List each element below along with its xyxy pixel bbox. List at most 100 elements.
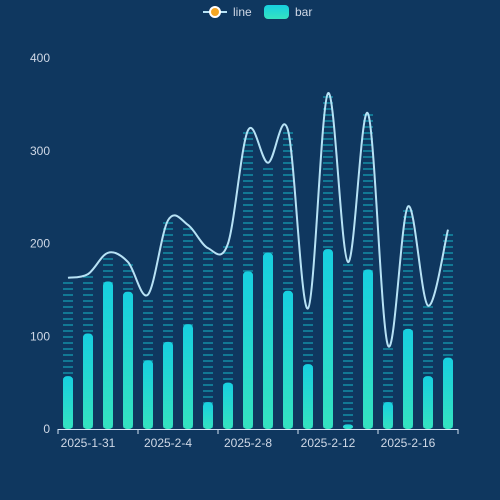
bar[interactable]: [83, 333, 93, 429]
dotted-bg-segment: [243, 174, 253, 176]
dotted-bg-segment: [443, 252, 453, 254]
dotted-bg-segment: [203, 366, 213, 368]
bar[interactable]: [443, 357, 453, 429]
dotted-bg-segment: [343, 282, 353, 284]
dotted-bg-segment: [143, 342, 153, 344]
dotted-bg-segment: [283, 258, 293, 260]
dotted-bg-segment: [123, 264, 133, 266]
x-tick-label: 2025-1-31: [61, 436, 116, 450]
bar[interactable]: [203, 402, 213, 429]
legend-bar-swatch: [264, 5, 289, 19]
dotted-bg-segment: [363, 210, 373, 212]
dotted-bg-segment: [203, 300, 213, 302]
dotted-bg-segment: [283, 210, 293, 212]
dotted-bg-segment: [403, 288, 413, 290]
bar[interactable]: [423, 376, 433, 429]
dotted-bg-segment: [363, 144, 373, 146]
dotted-bg-segment: [63, 282, 73, 284]
x-tick-label: 2025-2-8: [224, 436, 272, 450]
dotted-bg-segment: [203, 396, 213, 398]
dotted-bg-segment: [423, 372, 433, 374]
dotted-bg-segment: [403, 210, 413, 212]
dotted-bg-segment: [323, 204, 333, 206]
dotted-bg-segment: [343, 306, 353, 308]
dotted-bg-segment: [343, 348, 353, 350]
dotted-bg-segment: [403, 222, 413, 224]
dotted-bg-segment: [343, 330, 353, 332]
dotted-bg-segment: [203, 288, 213, 290]
dotted-bg-segment: [263, 204, 273, 206]
bar[interactable]: [183, 324, 193, 429]
dotted-bg-segment: [443, 276, 453, 278]
dotted-bg-segment: [403, 252, 413, 254]
dotted-bg-segment: [383, 378, 393, 380]
dotted-bg-segment: [343, 360, 353, 362]
bar[interactable]: [323, 249, 333, 429]
dotted-bg-segment: [163, 258, 173, 260]
bar[interactable]: [343, 424, 353, 429]
dotted-bg-segment: [263, 246, 273, 248]
bar[interactable]: [123, 291, 133, 429]
dotted-bg-segment: [283, 180, 293, 182]
dotted-bg-segment: [343, 384, 353, 386]
dotted-bg-segment: [323, 234, 333, 236]
dotted-bg-segment: [363, 246, 373, 248]
dotted-bg-segment: [323, 216, 333, 218]
dotted-bg-segment: [163, 288, 173, 290]
dotted-bg-segment: [203, 282, 213, 284]
dotted-bg-segment: [363, 222, 373, 224]
dotted-bg-segment: [183, 318, 193, 320]
bar[interactable]: [163, 341, 173, 429]
bar[interactable]: [403, 328, 413, 429]
dotted-bg-segment: [183, 306, 193, 308]
dotted-bg-segment: [103, 258, 113, 260]
line-series: [67, 92, 449, 348]
dotted-bg-segment: [203, 324, 213, 326]
dotted-bg-segment: [203, 336, 213, 338]
dotted-bg-segment: [63, 324, 73, 326]
dotted-bg-segment: [283, 168, 293, 170]
bar[interactable]: [303, 364, 313, 429]
dotted-bg-segment: [63, 348, 73, 350]
dotted-bg-segment: [163, 330, 173, 332]
dotted-bg-segment: [403, 324, 413, 326]
dotted-bg-segment: [183, 288, 193, 290]
dotted-bg-segment: [243, 270, 253, 272]
dotted-bg-segment: [243, 168, 253, 170]
bar[interactable]: [363, 269, 373, 429]
dotted-bg-segment: [243, 222, 253, 224]
dotted-bg-segment: [123, 270, 133, 272]
dotted-bg-segment: [63, 306, 73, 308]
dotted-bg-segment: [83, 294, 93, 296]
dotted-bg-segment: [263, 168, 273, 170]
dotted-bg-segment: [323, 228, 333, 230]
dotted-bg-segment: [223, 246, 233, 248]
dotted-bg-segment: [323, 138, 333, 140]
dotted-bg-segment: [283, 138, 293, 140]
legend-item-bar[interactable]: bar: [264, 5, 312, 19]
bar[interactable]: [143, 360, 153, 429]
legend-line-label: line: [233, 5, 252, 19]
dotted-bg-segment: [443, 270, 453, 272]
dotted-bg-segment: [323, 222, 333, 224]
bar[interactable]: [263, 252, 273, 429]
dotted-bg-segment: [283, 222, 293, 224]
legend-item-line[interactable]: line: [203, 5, 252, 19]
dotted-bg-segment: [303, 324, 313, 326]
dotted-bg-segment: [443, 282, 453, 284]
bar[interactable]: [243, 271, 253, 429]
bar[interactable]: [223, 382, 233, 429]
dotted-bg-segment: [423, 318, 433, 320]
dotted-bg-segment: [243, 192, 253, 194]
bar[interactable]: [383, 402, 393, 429]
bar[interactable]: [63, 376, 73, 429]
legend[interactable]: line bar: [203, 5, 312, 19]
dotted-bg-segment: [243, 198, 253, 200]
dotted-bg-segment: [183, 276, 193, 278]
dotted-bg-segment: [203, 306, 213, 308]
bar[interactable]: [103, 281, 113, 429]
dotted-bg-segment: [403, 282, 413, 284]
bar[interactable]: [283, 290, 293, 429]
dotted-bg-segment: [143, 306, 153, 308]
dotted-bg-segment: [223, 366, 233, 368]
